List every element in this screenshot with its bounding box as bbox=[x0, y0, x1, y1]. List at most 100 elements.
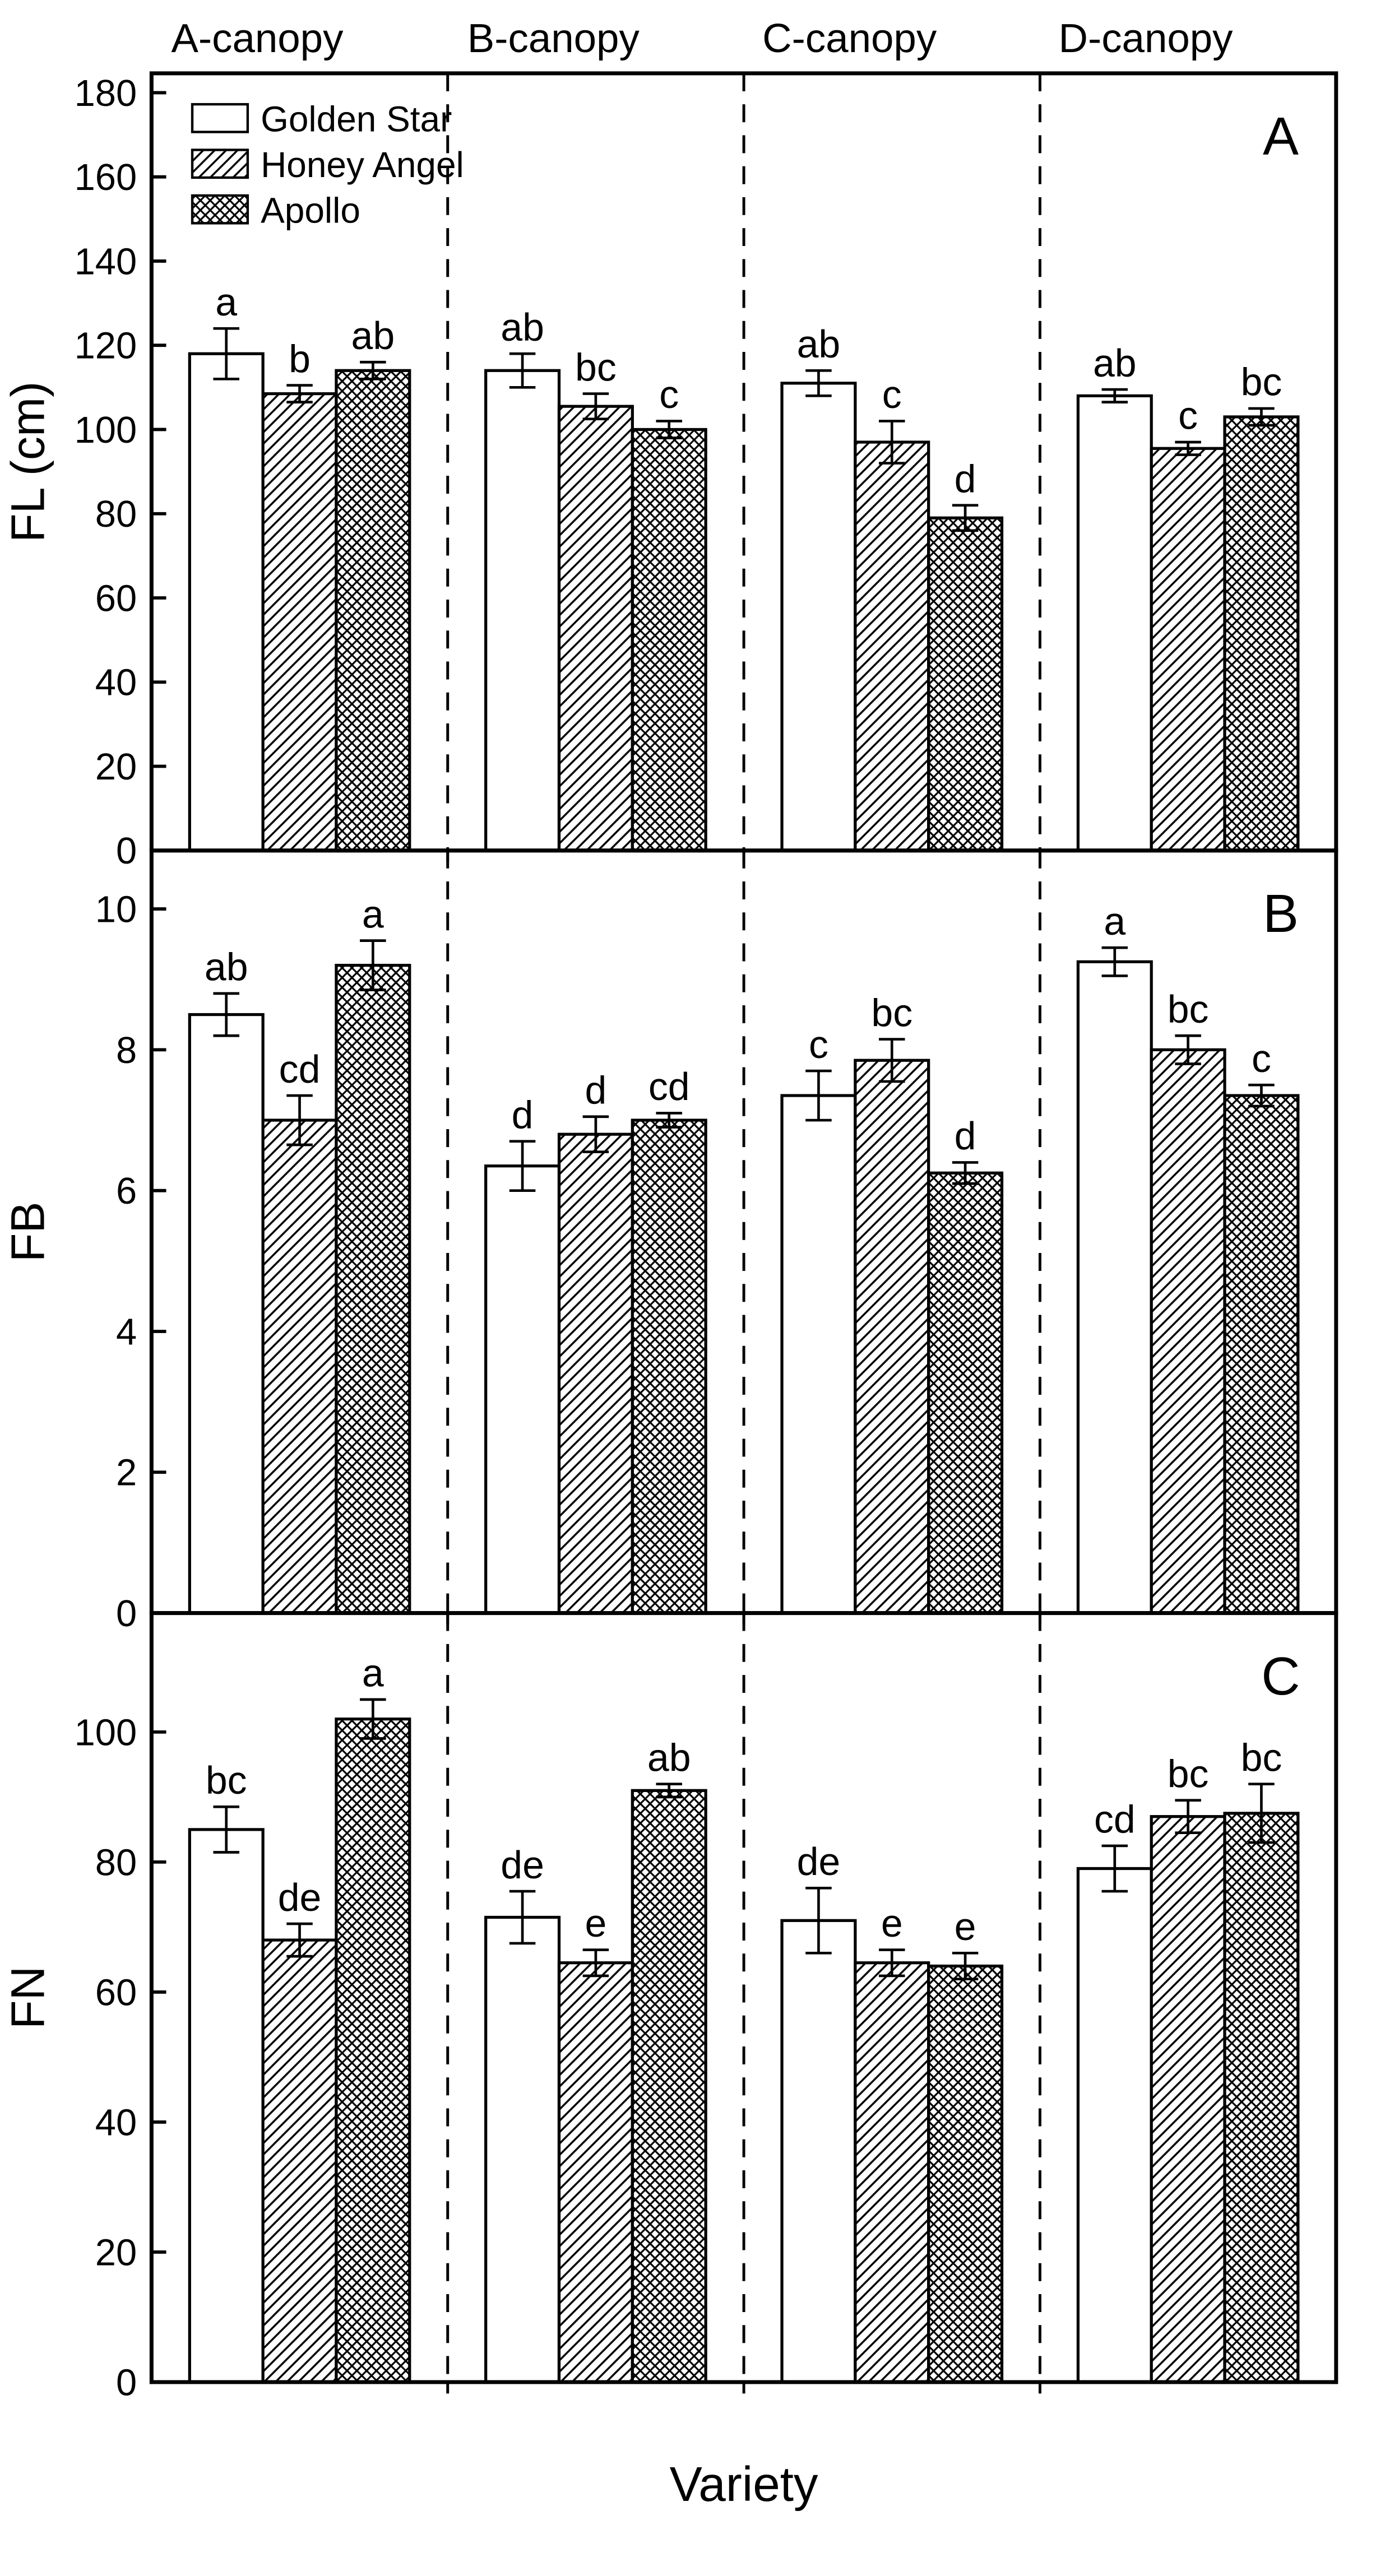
sig-label: bc bbox=[1241, 1735, 1282, 1779]
bar bbox=[1150, 447, 1226, 852]
canopy-header: B-canopy bbox=[467, 16, 640, 61]
y-axis-title: FN bbox=[1, 1966, 54, 2029]
sig-label: c bbox=[1252, 1037, 1271, 1080]
bar bbox=[927, 1964, 1004, 2384]
y-tick-label: 60 bbox=[95, 1971, 137, 2013]
legend-label: Apollo bbox=[261, 190, 360, 230]
legend-swatch bbox=[191, 103, 249, 133]
sig-label: de bbox=[278, 1876, 322, 1919]
panel-label: A bbox=[1263, 106, 1299, 166]
y-axis-title: FL (cm) bbox=[1, 382, 54, 542]
legend-swatch bbox=[191, 194, 249, 225]
y-tick-label: 80 bbox=[95, 493, 137, 535]
canopy-header: D-canopy bbox=[1059, 16, 1234, 61]
bar bbox=[1223, 1094, 1300, 1615]
bar bbox=[927, 1171, 1004, 1615]
sig-label: ab bbox=[351, 314, 395, 358]
bar bbox=[631, 1118, 707, 1615]
y-tick-label: 60 bbox=[95, 577, 137, 619]
bar bbox=[335, 369, 411, 852]
bar bbox=[188, 1013, 265, 1615]
bar bbox=[188, 352, 265, 852]
bar bbox=[854, 1961, 930, 2384]
sig-label: d bbox=[585, 1068, 606, 1112]
sig-label: d bbox=[512, 1093, 534, 1136]
bar bbox=[557, 405, 634, 852]
legend-label: Golden Star bbox=[261, 99, 452, 140]
sig-label: bc bbox=[1168, 987, 1209, 1031]
sig-label: b bbox=[289, 337, 311, 380]
bar bbox=[780, 1919, 857, 2384]
sig-label: c bbox=[1178, 394, 1198, 438]
y-tick-label: 10 bbox=[95, 888, 137, 930]
y-tick-label: 100 bbox=[75, 1711, 137, 1753]
sig-label: c bbox=[659, 373, 679, 416]
sig-label: bc bbox=[1168, 1752, 1209, 1795]
y-axis-title: FB bbox=[1, 1201, 54, 1262]
y-tick-label: 80 bbox=[95, 1841, 137, 1883]
bar bbox=[854, 1059, 930, 1615]
bar bbox=[557, 1961, 634, 2384]
bar bbox=[1223, 1812, 1300, 2384]
y-tick-label: 6 bbox=[116, 1170, 137, 1212]
bar bbox=[484, 369, 561, 852]
sig-label: a bbox=[362, 1651, 384, 1695]
canopy-header: C-canopy bbox=[762, 16, 937, 61]
y-tick-label: 160 bbox=[75, 156, 137, 198]
sig-label: e bbox=[585, 1901, 606, 1945]
bar bbox=[631, 1789, 707, 2384]
y-tick-label: 40 bbox=[95, 662, 137, 704]
y-tick-label: 140 bbox=[75, 240, 137, 282]
bar bbox=[261, 392, 338, 852]
y-tick-label: 0 bbox=[116, 2361, 137, 2403]
y-tick-label: 20 bbox=[95, 2231, 137, 2273]
bar bbox=[335, 963, 411, 1615]
bar bbox=[780, 1094, 857, 1615]
sig-label: c bbox=[882, 373, 902, 416]
bar bbox=[261, 1938, 338, 2384]
bar bbox=[261, 1118, 338, 1615]
y-tick-label: 100 bbox=[75, 409, 137, 451]
sig-label: de bbox=[501, 1843, 544, 1887]
y-tick-label: 120 bbox=[75, 325, 137, 367]
sig-label: bc bbox=[575, 345, 617, 389]
sig-label: ab bbox=[501, 305, 544, 349]
bar bbox=[557, 1132, 634, 1615]
bar bbox=[484, 1164, 561, 1615]
sig-label: ab bbox=[797, 322, 841, 366]
y-tick-label: 2 bbox=[116, 1452, 137, 1494]
panel-label: C bbox=[1261, 1646, 1300, 1706]
bar bbox=[1150, 1048, 1226, 1615]
axis-frame bbox=[149, 1611, 1338, 2384]
y-tick-label: 8 bbox=[116, 1029, 137, 1071]
sig-label: c bbox=[809, 1023, 828, 1066]
bar bbox=[927, 516, 1004, 852]
sig-label: a bbox=[1104, 899, 1125, 943]
canopy-header: A-canopy bbox=[171, 16, 344, 61]
sig-label: ab bbox=[647, 1735, 691, 1779]
y-tick-label: 0 bbox=[116, 830, 137, 872]
legend: Golden Star Honey Angel Apollo bbox=[191, 99, 464, 230]
bar bbox=[1076, 1867, 1153, 2384]
sig-label: cd bbox=[279, 1047, 321, 1091]
y-tick-label: 180 bbox=[75, 72, 137, 114]
sig-label: e bbox=[881, 1901, 903, 1945]
y-tick-label: 4 bbox=[116, 1311, 137, 1353]
sig-label: a bbox=[362, 892, 384, 936]
legend-label: Honey Angel bbox=[261, 145, 464, 185]
sig-label: bc bbox=[871, 991, 912, 1034]
sig-label: ab bbox=[1093, 341, 1137, 385]
panel-label: B bbox=[1263, 884, 1299, 944]
y-tick-label: 0 bbox=[116, 1593, 137, 1635]
sig-label: de bbox=[797, 1840, 841, 1883]
bar bbox=[631, 428, 707, 852]
sig-label: e bbox=[955, 1905, 976, 1948]
sig-label: d bbox=[955, 457, 976, 500]
sig-label: a bbox=[215, 280, 237, 324]
y-tick-label: 40 bbox=[95, 2101, 137, 2143]
bar bbox=[335, 1718, 411, 2384]
